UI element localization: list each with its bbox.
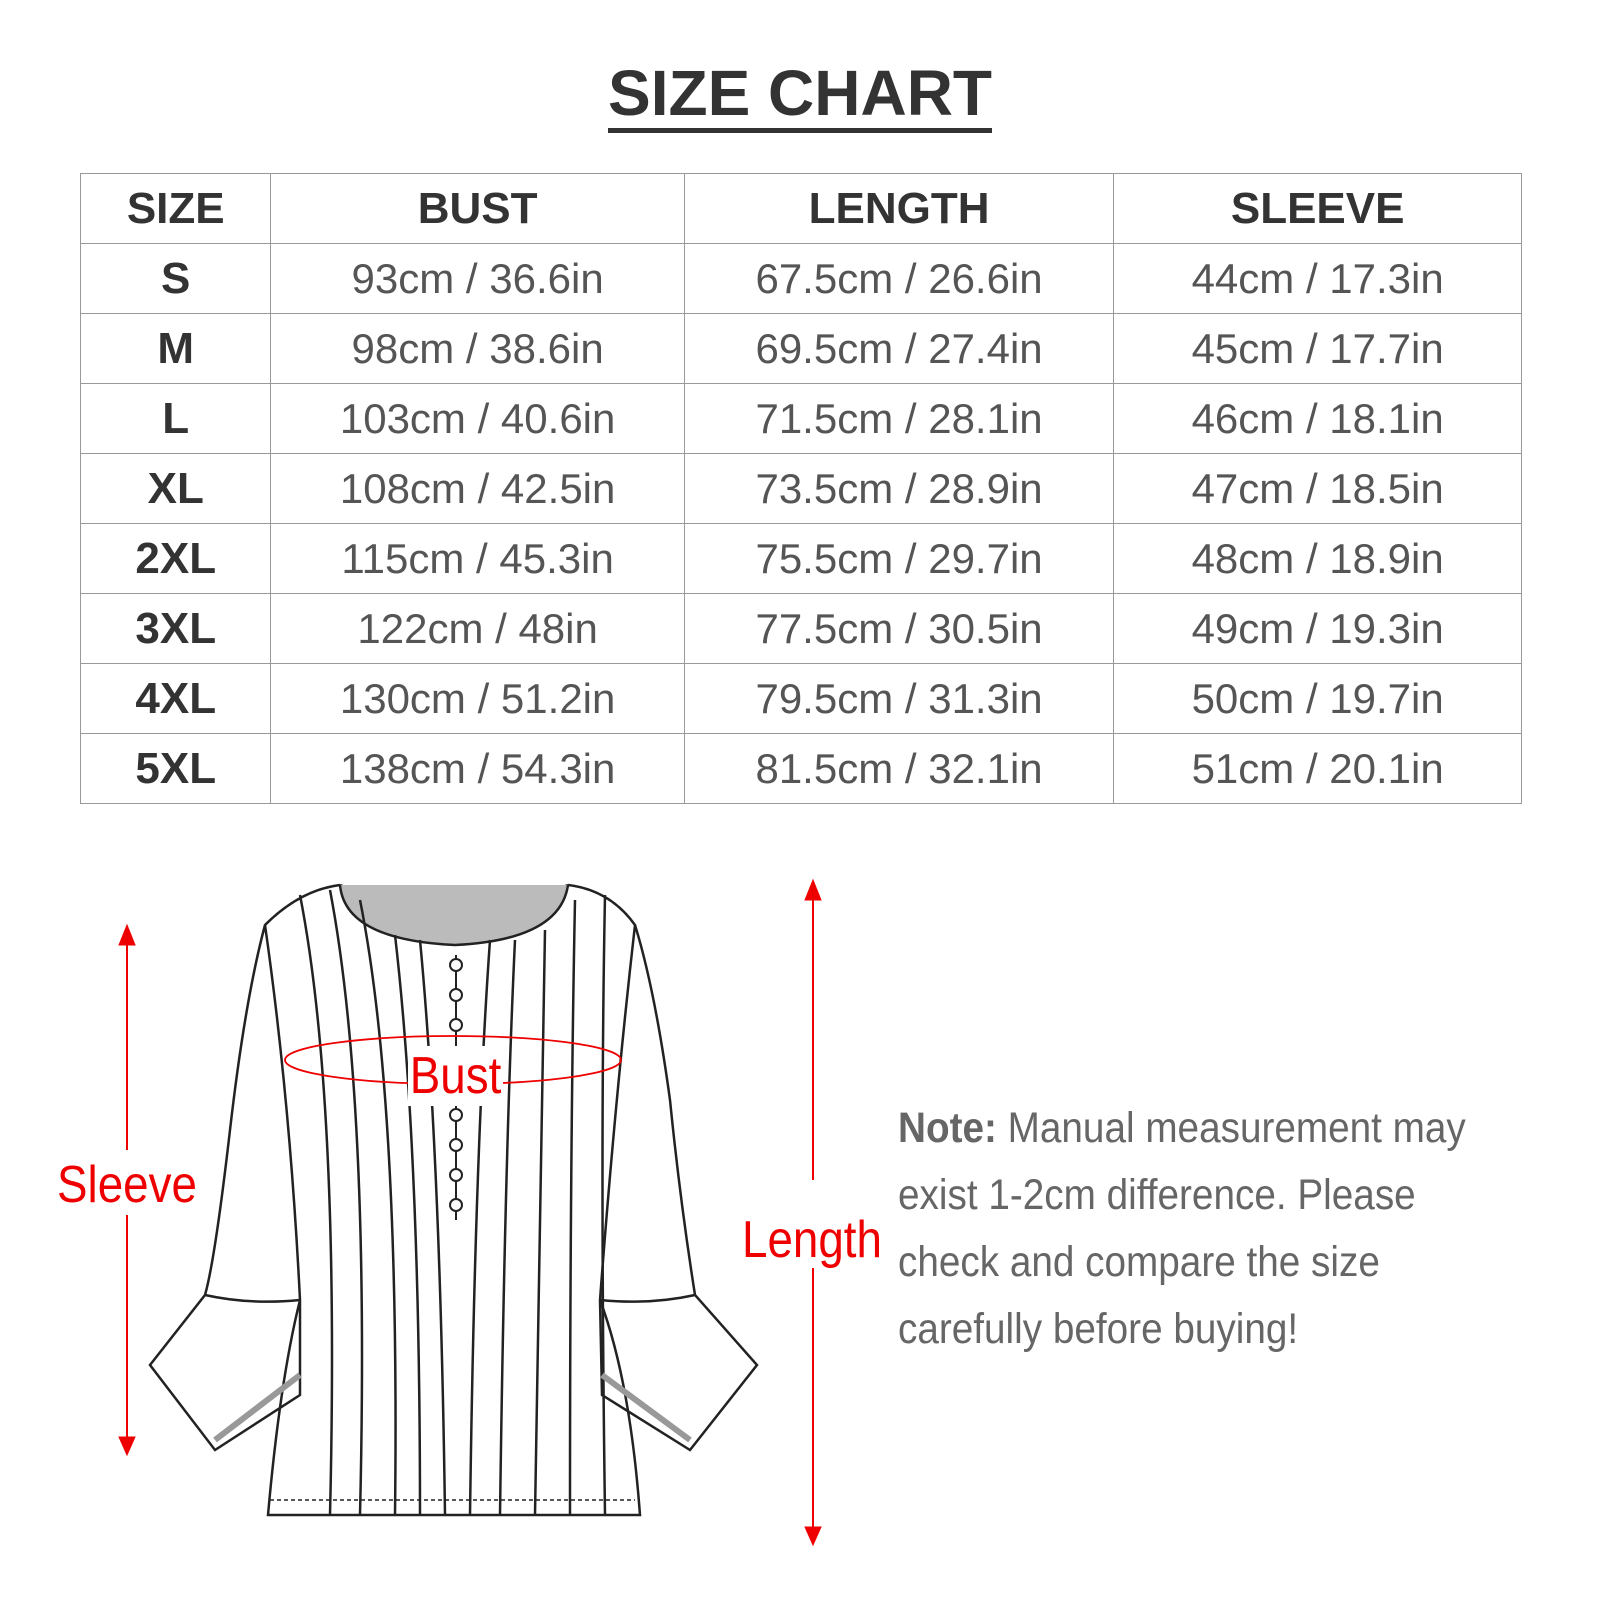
table-row: 2XL 115cm / 45.3in 75.5cm / 29.7in 48cm / 1… bbox=[79, 523, 1522, 594]
table-row: S 93cm / 36.6in 67.5cm / 26.6in 44cm / 17.3… bbox=[79, 243, 1522, 314]
length-label: Length bbox=[742, 1211, 882, 1269]
size-cell: 5XL bbox=[79, 733, 272, 804]
size-cell: XL bbox=[79, 453, 272, 524]
button-icon bbox=[449, 958, 463, 972]
column-header: SIZE bbox=[79, 173, 272, 244]
measurement-cell: 48cm / 18.9in bbox=[1113, 523, 1522, 594]
measurement-cell: 50cm / 19.7in bbox=[1113, 663, 1522, 734]
bust-label: Bust bbox=[408, 1046, 504, 1106]
size-cell: 2XL bbox=[79, 523, 272, 594]
table-row: L 103cm / 40.6in 71.5cm / 28.1in 46cm / 18.… bbox=[79, 383, 1522, 454]
size-cell: M bbox=[79, 313, 272, 384]
measurement-cell: 108cm / 42.5in bbox=[270, 453, 685, 524]
button-icon bbox=[449, 1168, 463, 1182]
size-cell: 3XL bbox=[79, 593, 272, 664]
table-row: M 98cm / 38.6in 69.5cm / 27.4in 45cm / 17.7… bbox=[79, 313, 1522, 384]
measurement-cell: 138cm / 54.3in bbox=[270, 733, 685, 804]
measurement-cell: 79.5cm / 31.3in bbox=[683, 663, 1115, 734]
note-label: Note: bbox=[898, 1104, 997, 1152]
blouse-outline bbox=[148, 883, 759, 1517]
measurement-cell: 67.5cm / 26.6in bbox=[683, 243, 1115, 314]
button-icon bbox=[449, 988, 463, 1002]
table-row: 5XL 138cm / 54.3in 81.5cm / 32.1in 51cm / 2… bbox=[79, 733, 1522, 804]
column-header: BUST bbox=[270, 173, 685, 244]
measurement-cell: 103cm / 40.6in bbox=[270, 383, 685, 454]
size-cell: 4XL bbox=[79, 663, 272, 734]
button-icon bbox=[449, 1018, 463, 1032]
measurement-cell: 46cm / 18.1in bbox=[1113, 383, 1522, 454]
measurement-cell: 115cm / 45.3in bbox=[270, 523, 685, 594]
measurement-cell: 75.5cm / 29.7in bbox=[683, 523, 1115, 594]
size-cell: L bbox=[79, 383, 272, 454]
table-row: 4XL 130cm / 51.2in 79.5cm / 31.3in 50cm / 1… bbox=[79, 663, 1522, 734]
measurement-cell: 77.5cm / 30.5in bbox=[683, 593, 1115, 664]
measurement-cell: 69.5cm / 27.4in bbox=[683, 313, 1115, 384]
table-row: XL 108cm / 42.5in 73.5cm / 28.9in 47cm / 18… bbox=[79, 453, 1522, 524]
measurement-cell: 51cm / 20.1in bbox=[1113, 733, 1522, 804]
button-icon bbox=[449, 1138, 463, 1152]
note-text: Note: Manual measurement may exist 1-2cm… bbox=[898, 1104, 1466, 1353]
button-icon bbox=[449, 1108, 463, 1122]
column-header: LENGTH bbox=[683, 173, 1115, 244]
measurement-cell: 73.5cm / 28.9in bbox=[683, 453, 1115, 524]
measurement-cell: 44cm / 17.3in bbox=[1113, 243, 1522, 314]
measurement-cell: 71.5cm / 28.1in bbox=[683, 383, 1115, 454]
table-header: SIZE BUST LENGTH SLEEVE bbox=[79, 173, 1522, 244]
button-icon bbox=[449, 1198, 463, 1212]
size-table: SIZE BUST LENGTH SLEEVE S 93cm / 36.6in 67.5c… bbox=[79, 173, 1522, 804]
page-title: SIZE CHART bbox=[0, 58, 1600, 133]
measurement-cell: 45cm / 17.7in bbox=[1113, 313, 1522, 384]
measurement-cell: 49cm / 19.3in bbox=[1113, 593, 1522, 664]
sleeve-label: Sleeve bbox=[57, 1156, 197, 1214]
table-row: 3XL 122cm / 48in 77.5cm / 30.5in 49cm / 19.… bbox=[79, 593, 1522, 664]
